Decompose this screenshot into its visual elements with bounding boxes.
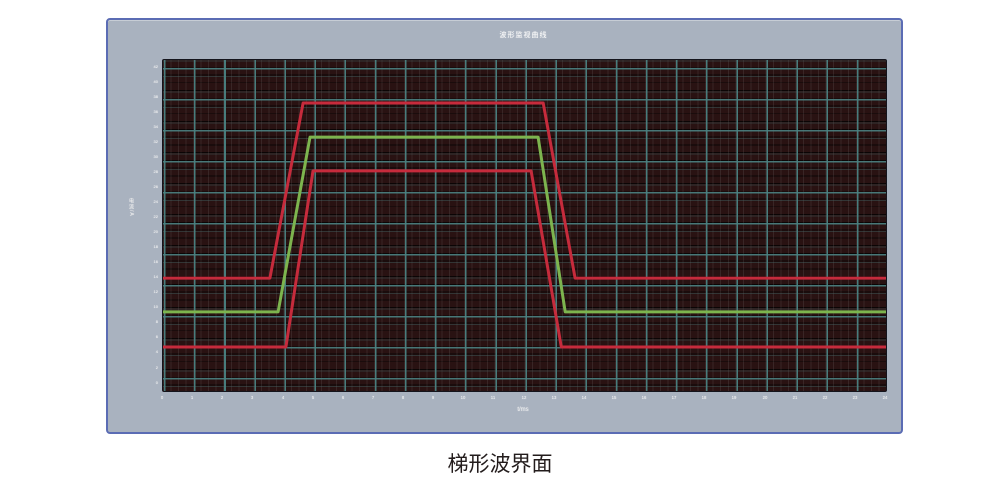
x-axis-label: t/ms: [517, 407, 529, 413]
waveform-red-lower-trapezoid: [163, 169, 886, 349]
y-axis-ticks: 42 40 38 36 34 32 30 28 26 24 22 20 18 16 14 12 10 8 6 4 2 0: [134, 59, 160, 390]
x-tick-label: 20: [762, 395, 767, 401]
y-tick-label: 10: [153, 304, 158, 310]
x-tick-label: 21: [792, 395, 797, 401]
x-tick-label: 12: [521, 395, 526, 401]
caption: 梯形波界面: [447, 453, 553, 476]
plot-area: [162, 59, 887, 392]
y-tick-label: 36: [153, 109, 158, 115]
waveform-red-upper-trapezoid: [163, 101, 886, 280]
y-tick-label: 6: [155, 335, 158, 340]
y-tick-label: 0: [155, 380, 158, 386]
x-tick-label: 15: [611, 395, 617, 401]
y-tick-label: 20: [153, 229, 158, 235]
y-tick-label: 26: [153, 184, 158, 190]
y-tick-label: 38: [153, 94, 158, 100]
y-tick-label: 40: [153, 79, 158, 85]
y-tick-label: 4: [155, 350, 158, 355]
x-tick-label: 3: [251, 395, 254, 401]
y-tick-label: 24: [153, 199, 158, 205]
waveform-green-middle-trapezoid: [163, 135, 886, 314]
y-tick-label: 12: [153, 289, 158, 295]
x-tick-label: 11: [491, 395, 496, 401]
x-tick-label: 18: [701, 395, 707, 401]
x-tick-label: 7: [371, 395, 375, 401]
y-tick-label: 14: [153, 274, 158, 280]
y-axis-label: 电流/A: [128, 198, 134, 217]
y-tick-label: 18: [153, 244, 158, 250]
x-tick-label: 1: [190, 395, 194, 401]
x-tick-label: 6: [341, 395, 344, 401]
y-tick-label: 8: [155, 320, 158, 325]
x-tick-label: 2: [221, 395, 224, 401]
x-tick-label: 19: [732, 395, 737, 401]
x-tick-label: 16: [641, 395, 647, 401]
y-tick-label: 42: [153, 64, 158, 69]
y-tick-label: 30: [153, 154, 158, 160]
x-tick-label: 10: [460, 395, 466, 401]
x-tick-label: 4: [281, 395, 284, 401]
x-tick-label: 24: [882, 395, 888, 401]
y-tick-label: 28: [153, 169, 158, 175]
y-tick-label: 22: [153, 214, 158, 220]
x-tick-label: 17: [671, 395, 677, 401]
waveform-panel: 波形监视曲线 电流/A 42 40 38 36 34 32 30 28 26 24 22 20 18 16…: [106, 18, 903, 434]
x-tick-label: 0: [160, 395, 164, 401]
x-axis-ticks: 0 1 2 3 4 5 6 7 8 9 10 11 12 13 14 15 16 17 18 19 20 21 22 23 24: [160, 395, 888, 403]
x-tick-label: 14: [581, 395, 587, 401]
y-tick-label: 32: [153, 139, 158, 145]
y-tick-label: 2: [155, 365, 158, 370]
x-tick-label: 23: [852, 395, 858, 401]
chart-title: 波形监视曲线: [499, 32, 548, 39]
x-tick-label: 5: [311, 395, 314, 401]
y-tick-label: 16: [153, 259, 158, 265]
y-tick-label: 34: [153, 124, 158, 130]
x-tick-label: 22: [822, 395, 828, 401]
waveform-svg: [163, 101, 886, 349]
x-tick-label: 8: [401, 395, 405, 401]
x-tick-label: 13: [551, 395, 556, 401]
x-tick-label: 9: [431, 395, 435, 401]
